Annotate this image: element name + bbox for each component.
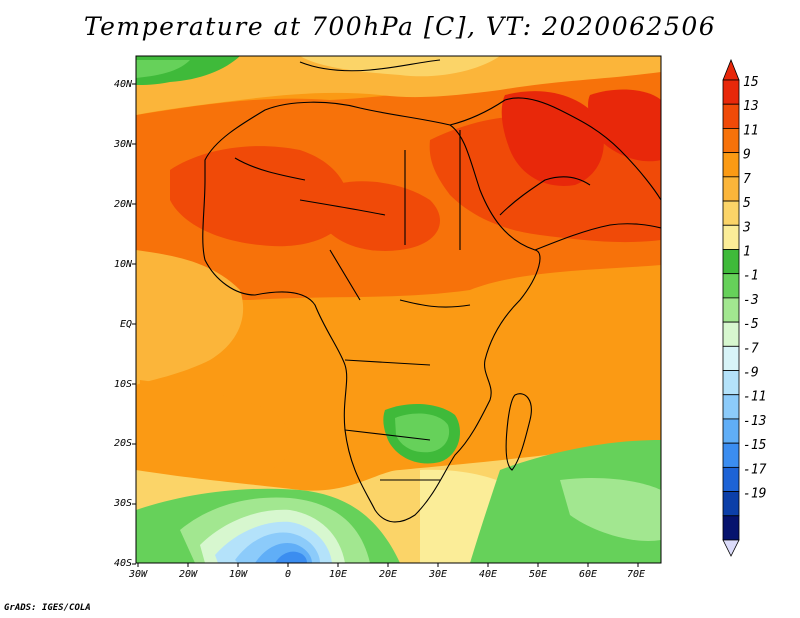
colorbar-label: 3 — [742, 220, 751, 235]
lon-label: 70E — [627, 569, 645, 580]
latitude-labels: 40N 30N 20N 10N EQ 10S 20S 30S 40S — [113, 79, 133, 569]
colorbar-label: 7 — [743, 172, 751, 187]
lat-label: 40S — [114, 558, 132, 569]
axis-ticks — [132, 83, 639, 567]
colorbar-swatch — [722, 103, 740, 129]
colorbar-swatch — [722, 128, 740, 154]
colorbar-label: -11 — [743, 390, 766, 405]
colorbar-swatch — [722, 442, 740, 468]
colorbar-label: -19 — [743, 487, 766, 502]
colorbar-label: -5 — [743, 317, 759, 332]
lon-label: 20E — [379, 569, 397, 580]
colorbar-swatch — [722, 466, 740, 492]
colorbar-label: -15 — [743, 438, 767, 453]
lon-label: 40E — [479, 569, 497, 580]
lat-label: 20S — [114, 438, 132, 449]
temperature-field — [136, 56, 661, 563]
colorbar-swatch — [722, 491, 740, 517]
colorbar-label: -17 — [743, 462, 767, 477]
colorbar-label: 9 — [743, 148, 751, 163]
colorbar-label: -7 — [743, 341, 759, 356]
colorbar-arrow-bottom — [722, 539, 740, 557]
colorbar: 15 13 11 9 7 5 3 1 -1 -3 -5 -7 -9 -11 -13 -15 -17 -19 — [722, 58, 767, 557]
colorbar-swatch — [722, 273, 740, 299]
lon-label: 10E — [329, 569, 347, 580]
colorbar-swatch — [722, 152, 740, 178]
lat-label: 10S — [114, 379, 132, 390]
plot-frame — [135, 55, 662, 564]
lat-label: 40N — [114, 79, 133, 90]
lat-label: 30N — [113, 139, 133, 150]
lon-label: 60E — [579, 569, 597, 580]
colorbar-swatch — [722, 224, 740, 250]
lat-label: 10N — [114, 259, 133, 270]
colorbar-label: 15 — [743, 75, 759, 90]
lon-label: 0 — [285, 569, 291, 580]
lat-label: 20N — [114, 199, 133, 210]
lon-label: 30E — [428, 569, 447, 580]
lon-label: 30W — [128, 569, 148, 580]
colorbar-swatch — [722, 176, 740, 202]
colorbar-label: -9 — [743, 366, 759, 381]
longitude-labels: 30W 20W 10W 0 10E 20E 30E 40E 50E 60E 70… — [128, 569, 645, 580]
lon-label: 20W — [179, 569, 198, 580]
lon-label: 50E — [529, 569, 547, 580]
lon-label: 10W — [229, 569, 248, 580]
colorbar-label: 1 — [743, 244, 751, 259]
colorbar-arrow-top — [722, 58, 740, 81]
colorbar-swatch — [722, 321, 740, 347]
colorbar-label: 5 — [743, 196, 751, 211]
colorbar-label: 11 — [743, 123, 759, 138]
map-title: Temperature at 700hPa [C], VT: 202006250… — [83, 12, 717, 41]
colorbar-label: -1 — [743, 269, 759, 284]
colorbar-swatch — [722, 79, 740, 105]
lat-label: 30S — [113, 498, 132, 509]
colorbar-swatch — [722, 418, 740, 444]
colorbar-swatch — [722, 249, 740, 275]
colorbar-label: -13 — [743, 414, 766, 429]
colorbar-swatch — [722, 297, 740, 323]
coastlines — [202, 59, 661, 523]
lat-label: EQ — [120, 319, 132, 330]
colorbar-label: 13 — [743, 99, 759, 114]
colorbar-swatch — [722, 515, 740, 541]
colorbar-swatch — [722, 370, 740, 396]
footer-credit: GrADS: IGES/COLA — [4, 603, 91, 613]
colorbar-swatch — [722, 394, 740, 420]
colorbar-label: -3 — [743, 293, 759, 308]
colorbar-swatch — [722, 345, 740, 371]
colorbar-swatch — [722, 200, 740, 226]
